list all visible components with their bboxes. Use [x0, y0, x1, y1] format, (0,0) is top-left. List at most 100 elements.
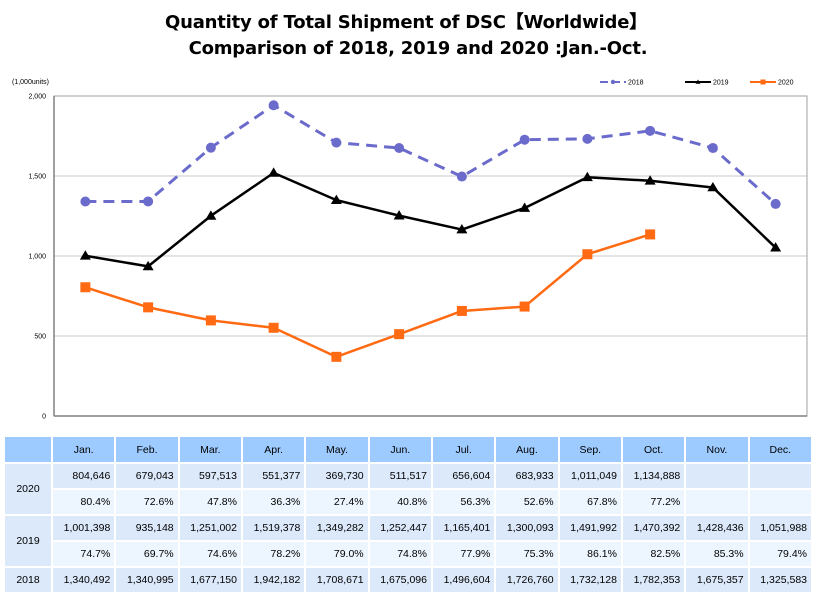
data-point-2019: [456, 224, 468, 234]
table-header-row: Jan. Feb. Mar. Apr. May. Jun. Jul. Aug. Sep. Oct.…: [5, 437, 811, 462]
table-cell-units: 1,428,436: [686, 516, 748, 540]
table-cell-percent: 79.0%: [306, 542, 368, 566]
data-point-2018: [707, 142, 718, 153]
table-header-month: Oct.: [622, 437, 685, 462]
table-header-month: Jun.: [369, 437, 431, 462]
data-point-2018: [519, 134, 530, 145]
axes: 0 500 1,000 1,500 2,000: [28, 94, 808, 421]
data-point-2020: [456, 305, 467, 316]
table-header-month: Dec.: [749, 437, 811, 462]
table-cell-units: 1,300,093: [496, 516, 558, 540]
table-header-month: Jul.: [432, 437, 495, 462]
table-row-2018-units: 2018 1,340,492 1,340,995 1,677,150 1,942,182…: [5, 568, 811, 592]
table-row-2019-units: 2019 1,001,398 935,148 1,251,002 1,519,378 1,…: [5, 516, 811, 566]
data-point-2019: [581, 171, 593, 182]
series-line-2020: [84, 233, 651, 359]
data-point-2019: [205, 210, 217, 220]
legend-item-2018: 2018: [600, 80, 644, 87]
table-cell-units: 656,604: [432, 464, 495, 488]
data-point-2019: [330, 194, 342, 204]
table-cell-percent: 74.8%: [369, 542, 431, 566]
table-cell-units: 1,340,995: [116, 568, 178, 592]
table-cell-units: 1,470,392: [622, 516, 685, 540]
y-tick-label: 2,000: [28, 94, 46, 101]
data-point-2020: [143, 302, 154, 313]
legend-label: 2018: [628, 80, 644, 87]
table-cell-percent: 77.2%: [622, 490, 685, 514]
table-cell-percent: 75.3%: [496, 542, 558, 566]
data-point-2018: [205, 142, 216, 153]
table-cell-units: 1,165,401: [432, 516, 495, 540]
data-point-2020: [331, 351, 342, 362]
chart-title-line2: Comparison of 2018, 2019 and 2020 :Jan.-…: [188, 38, 648, 59]
series-line-2019: [85, 171, 777, 268]
table-cell-units: 1,675,357: [686, 568, 748, 592]
table-header-month: Feb.: [116, 437, 178, 462]
table-cell-units: 1,349,282: [306, 516, 368, 540]
series-layer: [79, 100, 782, 362]
data-point-2018: [770, 198, 781, 209]
y-tick-label: 1,500: [28, 174, 46, 181]
table-cell-units: 1,732,128: [559, 568, 621, 592]
legend-marker: [610, 79, 616, 85]
table-cell-units: 1,942,182: [242, 568, 305, 592]
data-point-2018: [80, 196, 91, 207]
legend-item-2019: 2019: [685, 79, 729, 87]
table-cell-units: 683,933: [496, 464, 558, 488]
table-cell-percent: 77.9%: [432, 542, 495, 566]
table-cell-percent: 69.7%: [116, 542, 178, 566]
table-cell-units: 1,001,398: [53, 516, 115, 540]
legend: 2018 2019 2020: [600, 79, 794, 87]
table-cell-units: 1,519,378: [242, 516, 305, 540]
legend-marker: [695, 79, 701, 84]
table-cell-units: 1,675,096: [369, 568, 431, 592]
series-2018: [80, 100, 781, 209]
table-cell-percent: 80.4%: [53, 490, 115, 514]
data-point-2020: [268, 322, 279, 333]
table-cell-units: 1,340,492: [53, 568, 115, 592]
table-header-month: Aug.: [496, 437, 558, 462]
table-cell-units: 597,513: [179, 464, 241, 488]
table-cell-units: 1,726,760: [496, 568, 558, 592]
table-cell-percent: [749, 490, 811, 514]
table-header-month: May.: [306, 437, 368, 462]
data-point-2020: [80, 282, 91, 293]
table-cell-percent: [686, 490, 748, 514]
table-header-month: Nov.: [686, 437, 748, 462]
table-header-month: Jan.: [53, 437, 115, 462]
data-point-2018: [331, 137, 342, 148]
table-cell-percent: 36.3%: [242, 490, 305, 514]
table-cell-percent: 79.4%: [749, 542, 811, 566]
table-cell-units: 511,517: [369, 464, 431, 488]
table-cell-percent: 52.6%: [496, 490, 558, 514]
table-year-label: 2019: [5, 516, 51, 566]
table-year-label: 2018: [5, 568, 51, 592]
table-cell-units: 1,782,353: [622, 568, 685, 592]
chart-title-line1: Quantity of Total Shipment of DSC【Worldw…: [164, 12, 648, 33]
table-cell-units: 1,251,002: [179, 516, 241, 540]
table-cell-units: 679,043: [116, 464, 178, 488]
series-2020: [80, 229, 656, 362]
data-point-2020: [205, 315, 216, 326]
table-cell-units: 1,677,150: [179, 568, 241, 592]
data-point-2020: [519, 301, 530, 312]
table-header-month: Sep.: [559, 437, 621, 462]
series-line-2018: [85, 103, 777, 206]
table-cell-percent: 82.5%: [622, 542, 685, 566]
y-axis-unit-label: (1,000units): [12, 79, 49, 86]
data-point-2018: [582, 133, 593, 144]
table-cell-percent: 67.8%: [559, 490, 621, 514]
data-point-2018: [143, 196, 154, 207]
table-cell-units: 1,496,604: [432, 568, 495, 592]
series-2019: [79, 167, 782, 271]
table-cell-units: 1,708,671: [306, 568, 368, 592]
data-point-2019: [644, 175, 656, 185]
y-tick-label: 0: [42, 414, 46, 421]
data-point-2019: [519, 202, 531, 212]
data-point-2018: [456, 171, 467, 182]
legend-item-2020: 2020: [750, 79, 794, 87]
gridlines: [54, 175, 807, 337]
table-cell-percent: 47.8%: [179, 490, 241, 514]
data-point-2019: [142, 260, 154, 271]
